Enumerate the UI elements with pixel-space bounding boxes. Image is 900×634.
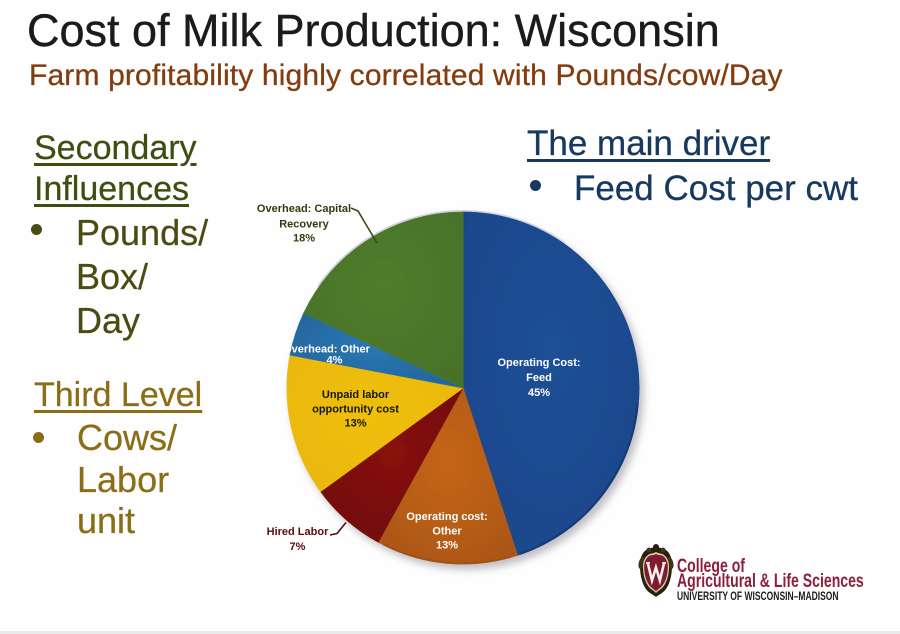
- svg-text:18%: 18%: [293, 233, 315, 245]
- svg-text:Unpaid labor: Unpaid labor: [322, 389, 390, 401]
- svg-text:7%: 7%: [290, 541, 306, 553]
- svg-text:opportunity cost: opportunity cost: [312, 404, 399, 416]
- svg-text:Recovery: Recovery: [279, 219, 329, 231]
- svg-text:Feed: Feed: [526, 372, 552, 384]
- svg-text:4%: 4%: [327, 355, 343, 367]
- svg-text:Hired Labor: Hired Labor: [267, 526, 329, 538]
- svg-text:Overhead: Capital: Overhead: Capital: [257, 203, 351, 215]
- svg-text:13%: 13%: [436, 540, 458, 552]
- svg-text:45%: 45%: [528, 387, 550, 399]
- svg-text:Operating cost:: Operating cost:: [406, 511, 487, 523]
- svg-text:Overhead: Other: Overhead: Other: [283, 344, 371, 356]
- svg-text:Other: Other: [432, 526, 462, 538]
- svg-text:13%: 13%: [344, 418, 366, 430]
- svg-text:Operating Cost:: Operating Cost:: [497, 357, 580, 369]
